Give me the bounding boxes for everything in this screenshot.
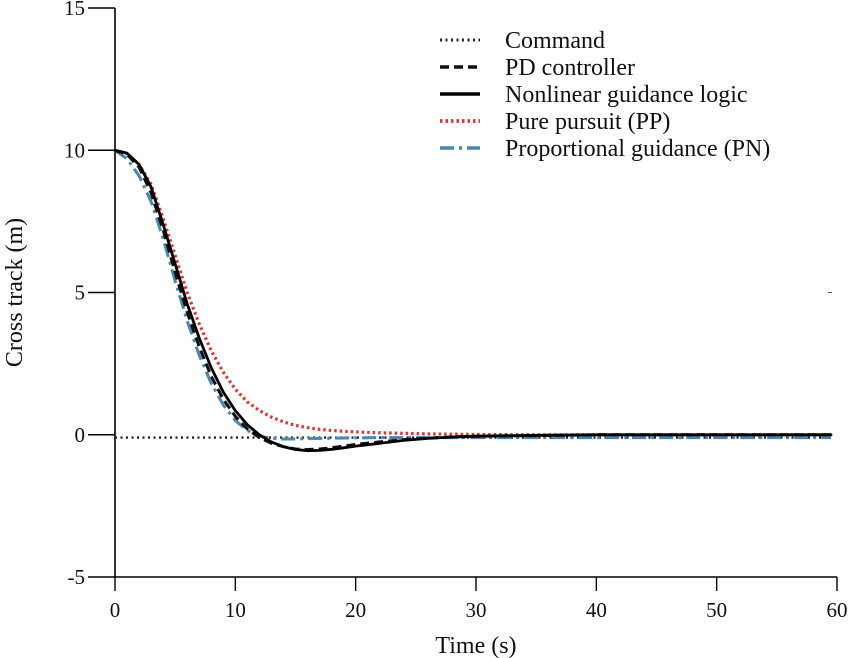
x-tick-label: 40 bbox=[586, 598, 607, 622]
legend-label: Nonlinear guidance logic bbox=[505, 82, 748, 108]
y-ticks: -5 0 5 10 15 bbox=[64, 0, 115, 589]
legend-label: PD controller bbox=[505, 55, 635, 81]
x-tick-label: 0 bbox=[110, 598, 121, 622]
series-lines bbox=[113, 148, 833, 453]
y-tick-label: 0 bbox=[75, 423, 86, 447]
y-tick-label: 15 bbox=[64, 0, 85, 20]
legend-label: Pure pursuit (PP) bbox=[505, 109, 670, 135]
x-tick-label: 10 bbox=[225, 598, 246, 622]
x-tick-label: 30 bbox=[466, 598, 487, 622]
series-line-proportional-guidance-pn bbox=[114, 149, 831, 441]
x-tick-label: 60 bbox=[827, 598, 848, 622]
y-axis-title: Cross track (m) bbox=[2, 218, 28, 367]
y-tick-label: 10 bbox=[64, 138, 85, 162]
series-line-pd-controller bbox=[114, 148, 831, 451]
series-line-pure-pursuit-pp bbox=[114, 148, 831, 437]
y-tick-label: -5 bbox=[68, 565, 86, 589]
legend-label: Command bbox=[505, 28, 605, 54]
y-tick-label: 5 bbox=[75, 281, 86, 305]
legend-label: Proportional guidance (PN) bbox=[505, 136, 770, 162]
series-line-nonlinear-guidance-logic bbox=[113, 148, 833, 453]
x-tick-label: 20 bbox=[345, 598, 366, 622]
x-axis-title: Time (s) bbox=[435, 633, 516, 658]
x-tick-label: 50 bbox=[706, 598, 727, 622]
x-ticks: 0 10 20 30 40 50 60 bbox=[110, 577, 848, 622]
